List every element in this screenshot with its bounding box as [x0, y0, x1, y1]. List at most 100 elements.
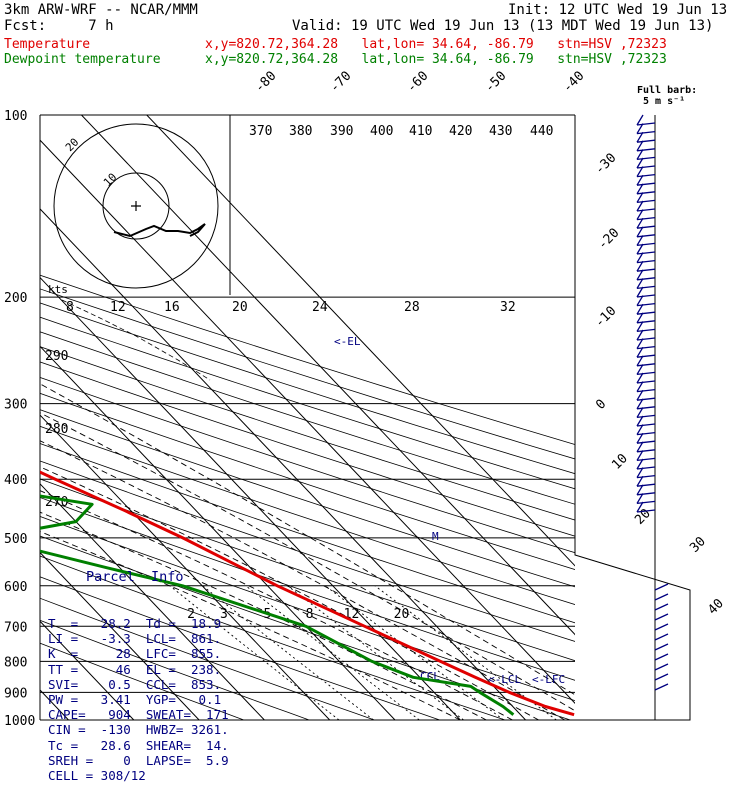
isotherm-label: 20 — [632, 506, 654, 528]
parcel-info-row: TT = 46 EL = 238. — [48, 661, 222, 677]
wind-barb — [636, 372, 656, 384]
temperature-trace — [40, 470, 575, 717]
theta-label: 440 — [530, 124, 553, 139]
wind-barb — [654, 673, 669, 681]
dry-adiabat — [40, 619, 310, 720]
wind-barb — [636, 475, 656, 487]
dewpoint-legend: Dewpoint temperature — [4, 52, 161, 67]
wind-barb — [636, 243, 656, 255]
wind-barb — [636, 501, 656, 513]
isotherm-label: -30 — [592, 151, 619, 178]
forecast-hour: Fcst: 7 h — [4, 18, 114, 34]
dry-adiabat — [40, 460, 575, 642]
wind-barb — [636, 303, 656, 315]
dry-adiabat — [40, 478, 575, 662]
wind-barb — [636, 166, 656, 178]
wind-barb — [636, 329, 656, 341]
dry-adiabat — [40, 497, 575, 681]
parcel-info-row: T = 28.2 Td = 18.9 — [48, 616, 222, 632]
dry-adiabat — [40, 576, 440, 720]
wind-barb — [654, 643, 669, 651]
parcel-info-row: LI = -3.3 LCL= 861. — [48, 631, 222, 647]
dry-adiabat — [40, 346, 575, 521]
wind-barb — [636, 226, 656, 238]
parcel-info-row: K = 28 LFC= 855. — [48, 646, 222, 662]
parcel-info-row: CIN = -130 HWBZ= 3261. — [48, 722, 229, 738]
hodograph-ring-inner — [102, 172, 170, 240]
hodograph-speed-label: 28 — [404, 300, 420, 315]
hodograph-ring-label: 20 — [63, 136, 82, 155]
wind-barb — [636, 140, 656, 152]
wind-barb — [636, 467, 656, 479]
wind-barb — [636, 321, 656, 333]
theta-label: 280 — [45, 422, 68, 437]
wind-barb — [654, 653, 669, 661]
wind-barb — [636, 278, 656, 290]
wind-barb — [636, 114, 656, 126]
wind-barb — [636, 458, 656, 470]
wind-barb — [636, 312, 656, 324]
parcel-info-box: Parcel Info T = 28.2 Td = 18.9 LI = -3.3 … — [48, 540, 233, 798]
wind-barb — [654, 613, 669, 621]
pressure-label: 200 — [4, 291, 27, 306]
isotherm-label: -40 — [560, 69, 587, 96]
init-time: Init: 12 UTC Wed 19 Jun 13 — [508, 2, 728, 18]
hodograph-ring-outer — [53, 123, 219, 289]
wind-barb — [636, 432, 656, 444]
theta-label: 420 — [449, 124, 472, 139]
lfc-annotation: <-LFC — [532, 673, 565, 686]
wind-barb — [636, 131, 656, 143]
lcl-annotation: <-LCL — [488, 673, 521, 686]
hodograph-speed-label: 8 — [66, 300, 74, 315]
isotherm-label: -50 — [482, 69, 509, 96]
wind-barb — [636, 493, 656, 505]
wind-barb — [636, 286, 656, 298]
dry-adiabat — [40, 516, 575, 702]
wind-barb — [636, 450, 656, 462]
parcel-info-row: CELL = 308/12 — [48, 768, 146, 784]
mixing-ratio-label: 2 — [187, 607, 195, 622]
pressure-label: 300 — [4, 398, 27, 413]
wind-barb — [636, 424, 656, 436]
hodograph-speed-label: 12 — [110, 300, 126, 315]
hodograph-unit: kts — [48, 283, 68, 296]
wind-barb — [636, 346, 656, 358]
wind-barb — [636, 183, 656, 195]
wind-barb — [636, 157, 656, 169]
pressure-label: 900 — [4, 686, 27, 701]
mixing-ratio-line — [245, 585, 420, 720]
isotherm-label: -70 — [327, 69, 354, 96]
wind-barb — [636, 269, 656, 281]
isotherm-label: 10 — [609, 451, 631, 473]
isotherm-line — [40, 276, 461, 720]
wind-barb — [654, 623, 669, 631]
wind-barb — [636, 149, 656, 161]
pressure-label: 400 — [4, 473, 27, 488]
dry-adiabat — [40, 443, 575, 624]
isotherm-label: -10 — [592, 304, 619, 331]
barb-legend-unit: 5 m s⁻¹ — [643, 96, 685, 107]
isotherm-line — [81, 115, 575, 636]
theta-label: 410 — [409, 124, 432, 139]
hodograph-trace — [113, 223, 206, 238]
dry-adiabat — [40, 288, 575, 460]
dry-adiabat — [40, 642, 244, 720]
pressure-label: 500 — [4, 532, 27, 547]
mixing-ratio-line — [325, 585, 504, 720]
barb-legend-label: Full barb: — [637, 85, 697, 96]
isotherm-label: -60 — [404, 69, 431, 96]
wind-barb — [636, 415, 656, 427]
dry-adiabat — [40, 409, 575, 588]
isotherm-line — [40, 345, 396, 720]
wind-barb — [636, 174, 656, 186]
wind-barb — [636, 217, 656, 229]
hodograph-speed-label: 24 — [312, 300, 328, 315]
wind-barb — [654, 683, 669, 691]
wind-barb — [654, 593, 669, 601]
wind-barb — [636, 235, 656, 247]
moist-adiabat — [40, 412, 575, 712]
wind-barb — [636, 295, 656, 307]
hodograph-ring-label: 10 — [101, 171, 120, 190]
dry-adiabat — [40, 535, 571, 720]
